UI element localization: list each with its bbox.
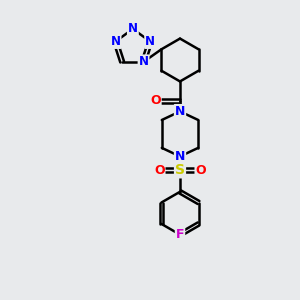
Text: O: O [150, 94, 161, 107]
Text: O: O [196, 164, 206, 177]
Text: F: F [176, 228, 184, 241]
Text: N: N [175, 150, 185, 163]
Text: S: S [175, 164, 185, 177]
Text: N: N [175, 105, 185, 118]
Text: O: O [154, 164, 164, 177]
Text: N: N [139, 56, 148, 68]
Text: N: N [128, 22, 138, 35]
Text: N: N [110, 35, 121, 48]
Text: N: N [145, 35, 155, 48]
